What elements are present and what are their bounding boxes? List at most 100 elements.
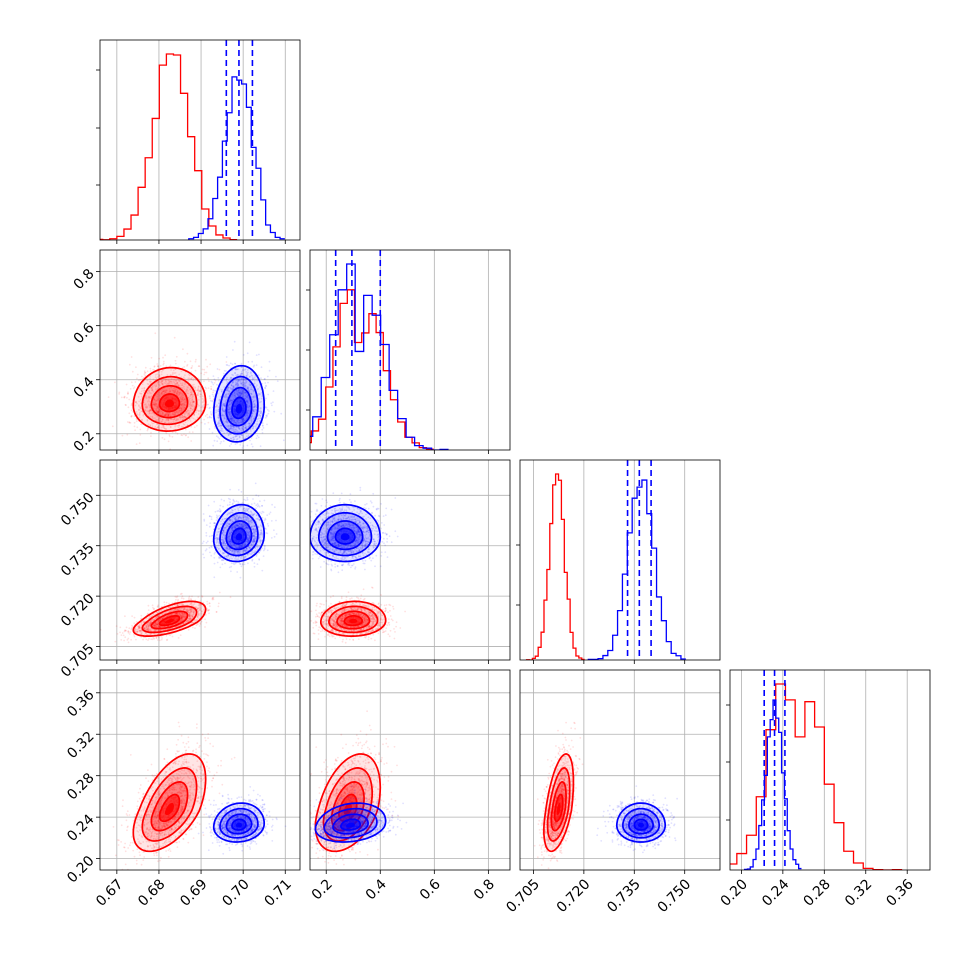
sample-point — [128, 421, 131, 424]
sample-point — [250, 392, 253, 395]
sample-point — [155, 402, 158, 405]
sample-point — [115, 625, 118, 627]
sample-point — [234, 435, 237, 438]
sample-point — [152, 407, 155, 410]
sample-point — [196, 393, 199, 396]
sample-point — [161, 383, 164, 385]
sample-point — [231, 425, 234, 427]
sample-point — [127, 392, 129, 395]
sample-point — [190, 425, 193, 428]
sample-point — [180, 370, 183, 373]
sample-point — [158, 374, 161, 377]
sample-point — [247, 409, 250, 412]
sample-point — [165, 378, 168, 381]
sample-point — [133, 386, 136, 388]
sample-point — [260, 397, 263, 400]
sample-point — [252, 400, 255, 403]
sample-point — [156, 406, 159, 409]
scatter-panel-1-0 — [96, 249, 301, 454]
sample-point — [244, 424, 246, 426]
sample-point — [183, 406, 186, 409]
sample-point — [225, 394, 228, 397]
sample-point — [178, 380, 181, 383]
sample-point — [149, 424, 152, 426]
sample-point — [140, 395, 143, 398]
sample-point — [150, 412, 153, 415]
sample-point — [155, 399, 157, 402]
sample-point — [282, 439, 285, 442]
sample-point — [167, 379, 169, 381]
sample-point — [198, 389, 200, 391]
sample-point — [178, 409, 181, 412]
sample-point — [225, 364, 228, 366]
sample-point — [238, 392, 241, 395]
sample-point — [136, 402, 138, 405]
sample-point — [165, 419, 168, 422]
sample-point — [223, 416, 226, 419]
sample-point — [237, 422, 240, 424]
sample-point — [239, 395, 242, 397]
sample-point — [139, 379, 142, 381]
sample-point — [172, 411, 174, 414]
sample-point — [182, 597, 185, 600]
sample-point — [261, 432, 264, 434]
sample-point — [223, 369, 226, 372]
sample-point — [253, 403, 256, 405]
sample-point — [164, 414, 167, 417]
sample-point — [192, 401, 195, 404]
sample-point — [194, 386, 197, 389]
sample-point — [181, 398, 184, 400]
sample-point — [138, 413, 141, 415]
sample-point — [186, 409, 189, 412]
sample-point — [148, 380, 151, 383]
sample-point — [260, 407, 262, 409]
sample-point — [138, 400, 141, 403]
sample-point — [208, 535, 211, 538]
sample-point — [261, 395, 263, 397]
sample-point — [198, 390, 200, 393]
sample-point — [137, 379, 140, 382]
sample-point — [171, 382, 173, 384]
blue-histogram-3 — [743, 699, 802, 870]
sample-point — [164, 390, 167, 392]
sample-point — [180, 409, 183, 412]
sample-point — [157, 365, 160, 368]
sample-point — [164, 413, 167, 416]
sample-point — [150, 435, 152, 437]
sample-point — [144, 403, 147, 406]
sample-point — [209, 363, 212, 366]
sample-point — [166, 389, 168, 392]
sample-point — [158, 394, 161, 396]
sample-point — [246, 395, 249, 397]
sample-point — [210, 416, 213, 419]
sample-point — [251, 445, 254, 448]
sample-point — [165, 428, 168, 430]
sample-point — [183, 407, 186, 409]
panel-content — [310, 250, 449, 450]
sample-point — [190, 366, 193, 369]
sample-point — [246, 387, 249, 390]
sample-point — [165, 413, 168, 415]
sample-point — [174, 412, 176, 415]
panel-frame — [519, 459, 721, 661]
sample-point — [239, 421, 242, 424]
sample-point — [231, 363, 234, 366]
sample-point — [167, 413, 170, 416]
sample-point — [223, 396, 226, 398]
sample-point — [258, 353, 260, 356]
sample-point — [265, 406, 268, 409]
sample-point — [227, 393, 230, 395]
sample-point — [189, 405, 192, 407]
sample-point — [226, 364, 229, 366]
sample-point — [160, 393, 162, 395]
sample-point — [254, 482, 257, 485]
sample-point — [151, 389, 154, 391]
sample-point — [163, 392, 166, 394]
sample-point — [107, 396, 110, 398]
sample-point — [167, 414, 170, 416]
sample-point — [145, 406, 148, 409]
sample-point — [165, 383, 168, 386]
sample-point — [220, 412, 223, 414]
blue-histogram-1 — [310, 263, 449, 450]
sample-point — [180, 406, 182, 408]
